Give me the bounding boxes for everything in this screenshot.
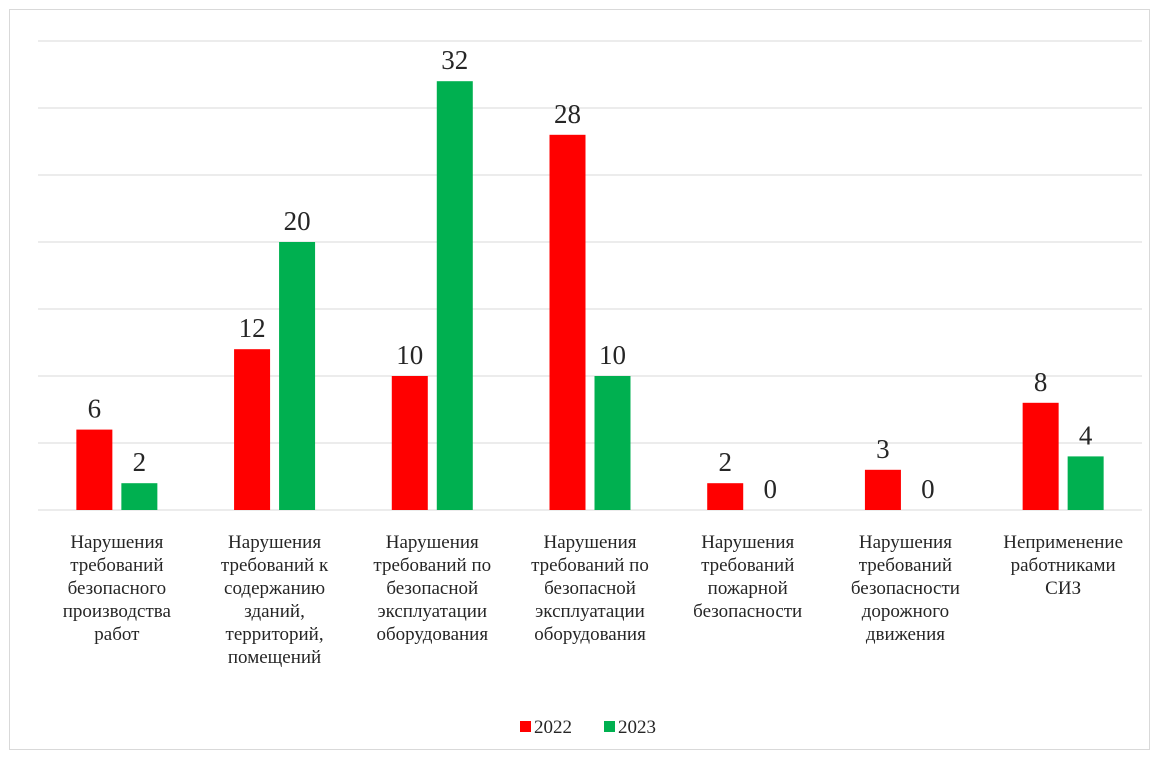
x-tick-line: производства — [63, 601, 172, 622]
x-tick-label: Нарушения требований по безопасной эксплуат… — [373, 532, 491, 645]
bar-2023-1 — [279, 242, 315, 510]
x-tick-line: требований к — [221, 555, 329, 576]
gridlines — [38, 41, 1142, 510]
x-tick-line: Неприменение — [1003, 532, 1123, 553]
x-tick-line: оборудования — [534, 624, 646, 645]
value-label-2022-4: 2 — [718, 447, 732, 477]
x-tick-label: Нарушения требований безопасного производст… — [63, 532, 172, 645]
x-tick-label: Нарушения требований по безопасной эксплуат… — [531, 532, 649, 645]
x-tick-label: Нарушения требований пожарной безопасности — [693, 532, 802, 622]
x-tick-line: пожарной — [708, 578, 788, 599]
x-tick-line: движения — [866, 624, 945, 645]
x-tick-labels: Нарушения требований безопасного производст… — [63, 532, 1123, 668]
x-tick-line: безопасной — [386, 578, 478, 599]
x-tick-line: требований по — [531, 555, 649, 576]
x-tick-line: Нарушения — [859, 532, 952, 553]
x-tick-line: требований — [701, 555, 794, 576]
x-tick-line: помещений — [228, 647, 321, 668]
value-label-2022-1: 12 — [239, 313, 266, 343]
bar-2022-0 — [76, 430, 112, 510]
bar-2022-1 — [234, 349, 270, 510]
bar-2022-3 — [550, 135, 586, 510]
x-tick-line: Нарушения — [228, 532, 321, 553]
value-label-2023-0: 2 — [133, 447, 147, 477]
legend-label-2022: 2022 — [534, 717, 572, 738]
x-tick-line: СИЗ — [1045, 578, 1081, 599]
legend: 2022 2023 — [520, 717, 656, 738]
bar-2022-2 — [392, 376, 428, 510]
value-label-2023-4: 0 — [763, 474, 777, 504]
x-tick-line: безопасной — [544, 578, 636, 599]
legend-label-2023: 2023 — [618, 717, 656, 738]
x-tick-line: требований по — [373, 555, 491, 576]
x-tick-label: Неприменение работниками СИЗ — [1003, 532, 1123, 599]
x-tick-line: работниками — [1011, 555, 1116, 576]
x-tick-line: работ — [94, 624, 140, 645]
x-tick-line: оборудования — [376, 624, 488, 645]
value-label-2023-5: 0 — [921, 474, 935, 504]
x-tick-line: требований — [859, 555, 952, 576]
x-tick-line: территорий, — [226, 624, 324, 645]
value-label-2023-2: 32 — [441, 45, 468, 75]
value-label-2023-1: 20 — [284, 206, 311, 236]
value-label-2022-5: 3 — [876, 434, 890, 464]
x-tick-line: Нарушения — [543, 532, 636, 553]
bar-2023-6 — [1068, 456, 1104, 510]
value-label-2022-0: 6 — [88, 394, 102, 424]
value-label-2022-6: 8 — [1034, 367, 1048, 397]
value-label-2023-3: 10 — [599, 340, 626, 370]
x-tick-line: безопасности — [693, 601, 802, 622]
x-tick-line: требований — [70, 555, 163, 576]
x-tick-line: безопасности — [851, 578, 960, 599]
value-label-2022-3: 28 — [554, 99, 581, 129]
x-tick-label: Нарушения требований к содержанию зданий, те… — [221, 532, 329, 668]
x-tick-line: зданий, — [244, 601, 305, 622]
legend-swatch-2022 — [520, 721, 531, 732]
x-tick-line: Нарушения — [386, 532, 479, 553]
x-tick-line: эксплуатации — [535, 601, 645, 622]
x-tick-line: эксплуатации — [377, 601, 487, 622]
x-tick-line: Нарушения — [70, 532, 163, 553]
x-tick-line: дорожного — [862, 601, 949, 622]
bar-2022-6 — [1023, 403, 1059, 510]
x-tick-line: содержанию — [224, 578, 325, 599]
bar-2023-0 — [121, 483, 157, 510]
bar-2022-4 — [707, 483, 743, 510]
bars — [76, 81, 1103, 510]
value-label-2022-2: 10 — [396, 340, 423, 370]
value-label-2023-6: 4 — [1079, 420, 1093, 450]
legend-swatch-2023 — [604, 721, 615, 732]
x-tick-label: Нарушения требований безопасности дорожного… — [851, 532, 960, 645]
x-tick-line: Нарушения — [701, 532, 794, 553]
bar-2023-2 — [437, 81, 473, 510]
bar-2023-3 — [595, 376, 631, 510]
bar-2022-5 — [865, 470, 901, 510]
x-tick-line: безопасного — [68, 578, 167, 599]
